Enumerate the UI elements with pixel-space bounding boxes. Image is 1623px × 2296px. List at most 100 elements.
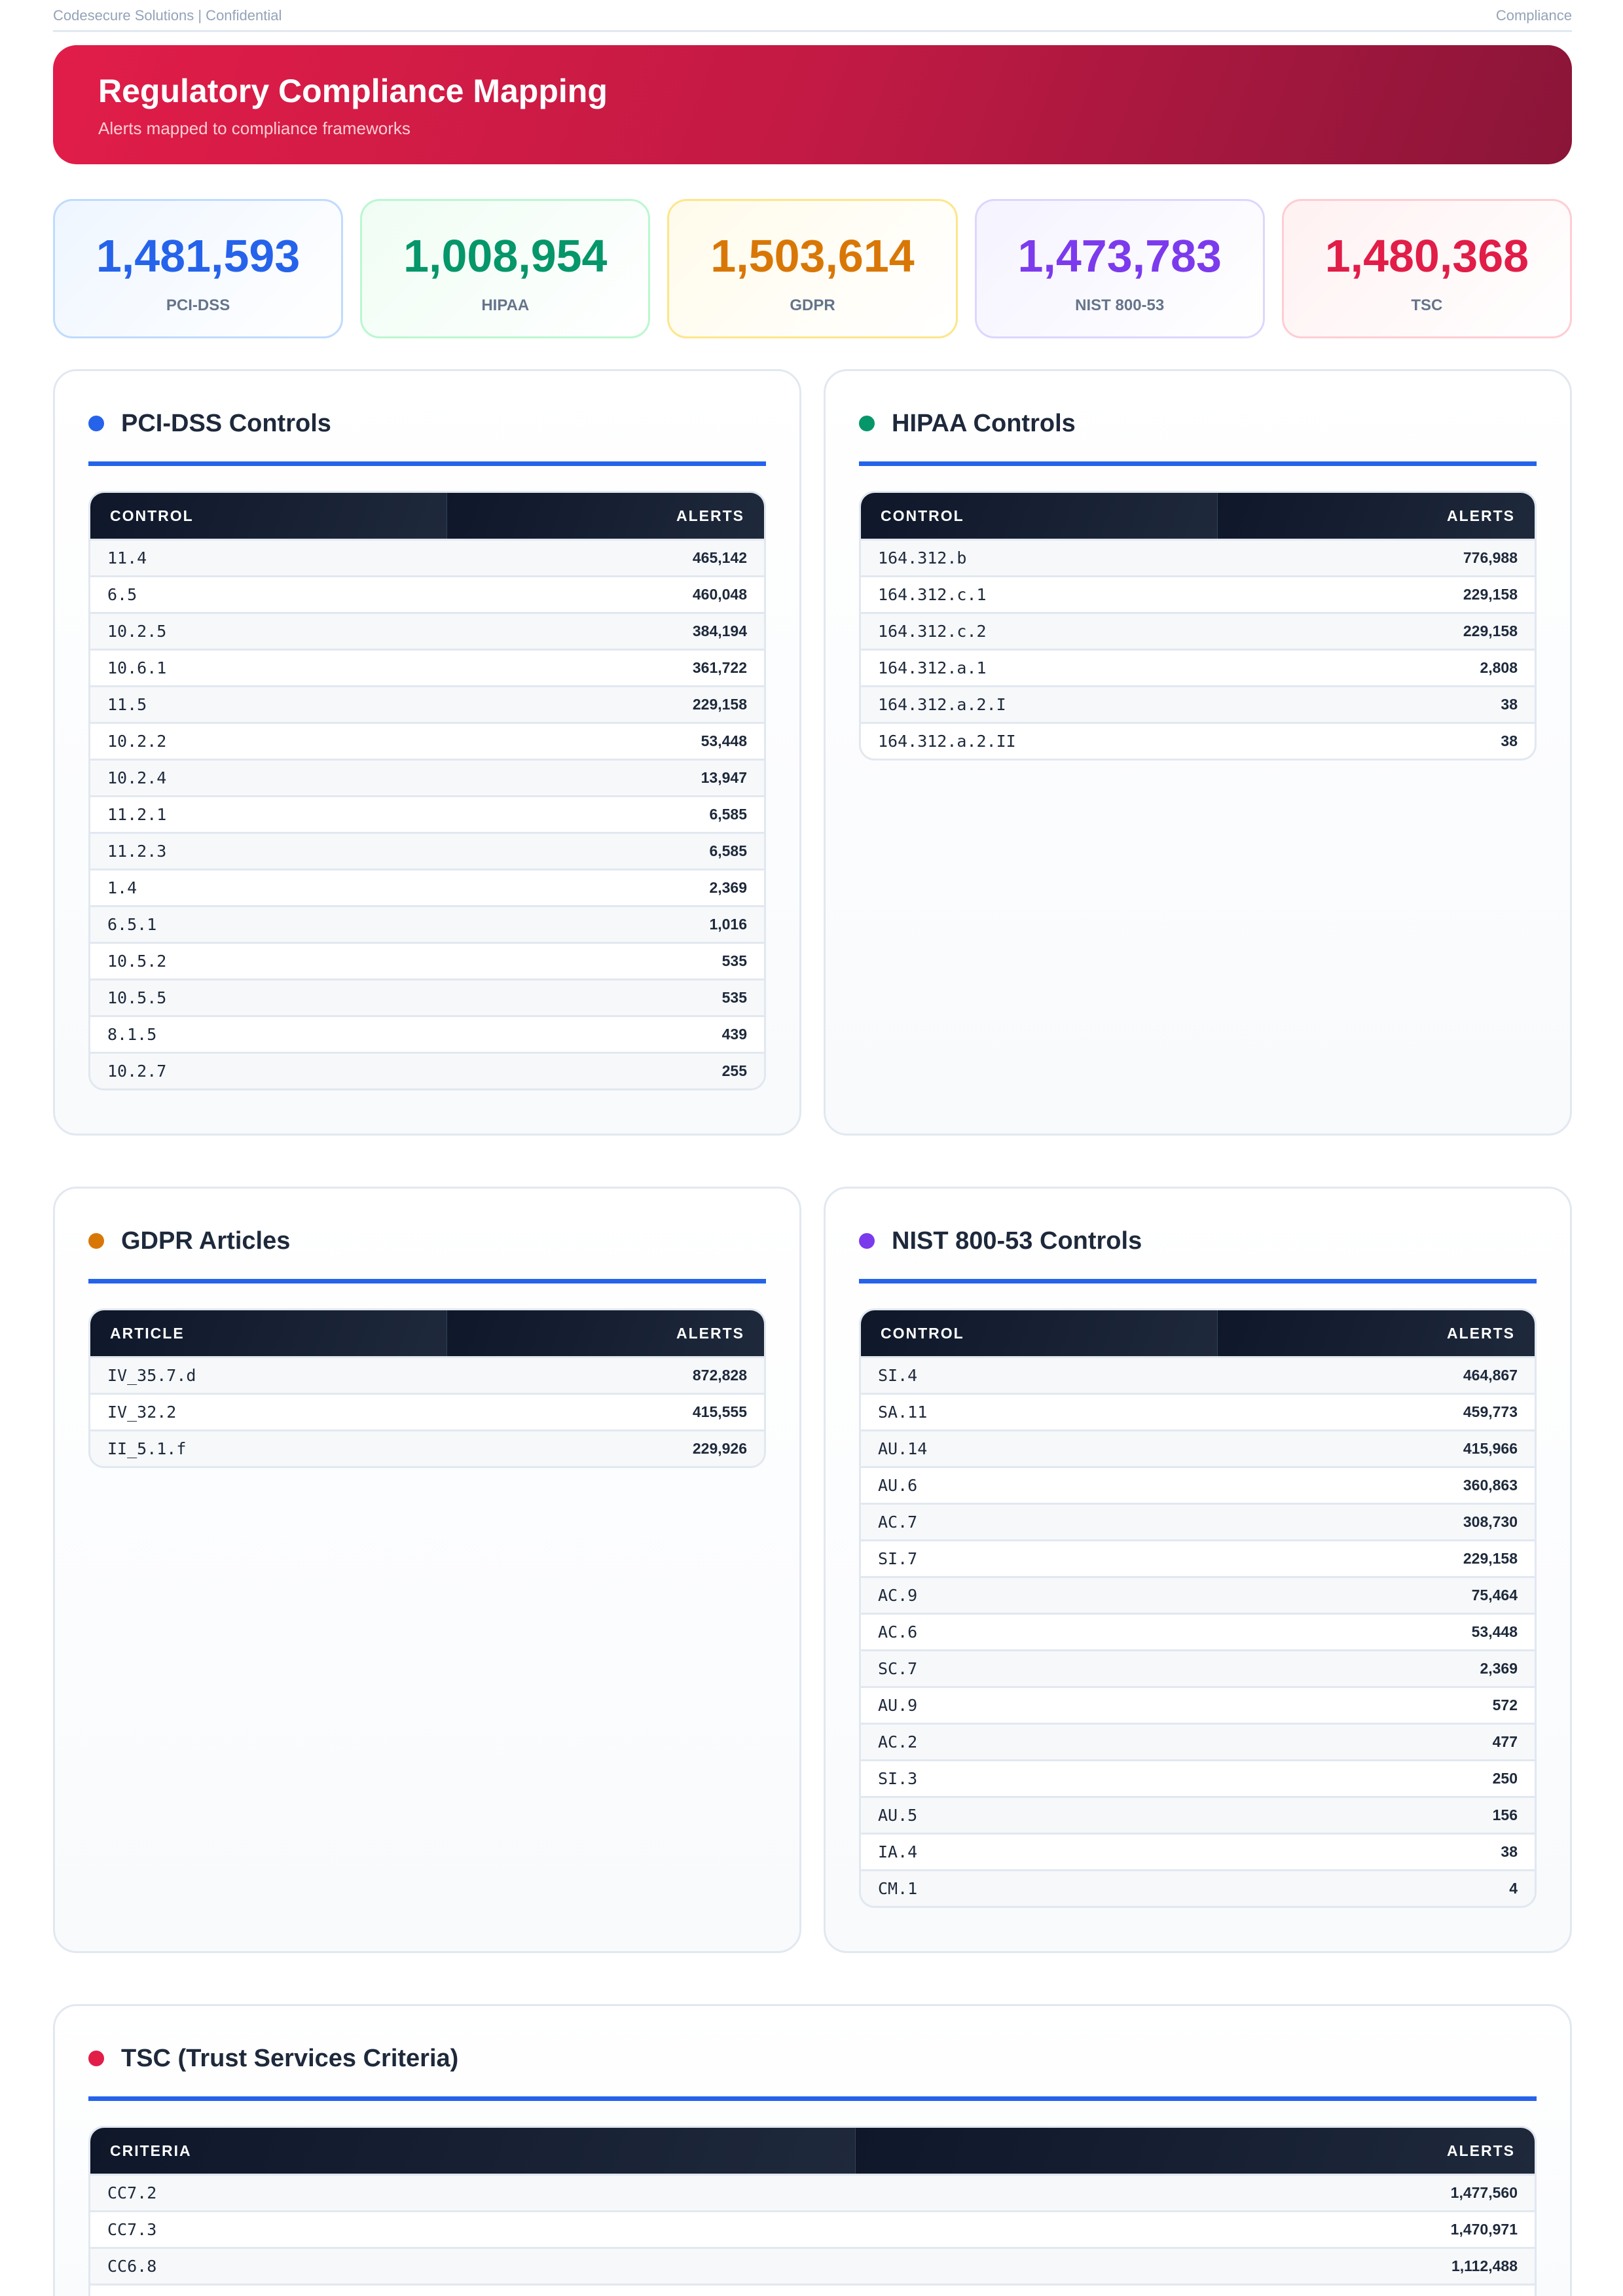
table-row: 8.1.5 439 [90, 1015, 764, 1052]
column-header[interactable]: ARTICLE [90, 1310, 448, 1356]
row-alerts: 415,555 [692, 1403, 747, 1420]
table-row: IV_35.7.d 872,828 [90, 1356, 764, 1393]
row-key: CM.1 [878, 1879, 918, 1898]
row-alerts: 229,926 [692, 1440, 747, 1457]
panel-title-text: GDPR Articles [121, 1227, 291, 1255]
report-page: Regulatory Compliance Mapping Alerts map… [53, 45, 1572, 2296]
data-table: CONTROL ALERTS SI.4 464,867 SA.11 459,773 AU.1… [859, 1308, 1537, 1908]
table-row: SI.4 464,867 [861, 1356, 1535, 1393]
column-header[interactable]: ALERTS [447, 1310, 764, 1356]
stat-value: 1,473,783 [1017, 230, 1222, 281]
row-key: II_5.1.f [107, 1439, 187, 1458]
row-key: AU.14 [878, 1439, 928, 1458]
row-alerts: 535 [721, 989, 747, 1006]
data-table: ARTICLE ALERTS IV_35.7.d 872,828 IV_32.2 415,… [88, 1308, 766, 1468]
stat-value: 1,503,614 [710, 230, 915, 281]
table-row: AC.2 477 [861, 1723, 1535, 1759]
row-key: 6.5.1 [107, 915, 157, 934]
table-row: 1.4 2,369 [90, 869, 764, 905]
stat-label: NIST 800-53 [1075, 296, 1165, 314]
row-key: 8.1.5 [107, 1025, 157, 1044]
panel-title-text: NIST 800-53 Controls [892, 1227, 1142, 1255]
table-row: AC.7 308,730 [861, 1503, 1535, 1539]
table-row: IV_32.2 415,555 [90, 1393, 764, 1429]
row-alerts: 1,112,488 [1451, 2257, 1518, 2274]
row-key: IA.4 [878, 1842, 918, 1861]
stat-cards: 1,481,593 PCI-DSS 1,008,954 HIPAA 1,503,614 G… [53, 199, 1572, 338]
row-alerts: 360,863 [1463, 1477, 1518, 1494]
panel-title-text: HIPAA Controls [892, 409, 1076, 437]
table-row: CM.1 4 [861, 1869, 1535, 1906]
row-key: SI.3 [878, 1769, 918, 1788]
stat-label: HIPAA [481, 296, 530, 314]
row-key: 11.5 [107, 695, 147, 714]
row-alerts: 2,369 [1480, 1660, 1518, 1677]
row-alerts: 439 [721, 1026, 747, 1043]
row-alerts: 6,585 [709, 842, 747, 859]
row-alerts: 229,158 [1463, 622, 1518, 639]
row-alerts: 75,464 [1471, 1587, 1518, 1604]
panel-gdpr: GDPR Articles ARTICLE ALERTS IV_35.7.d 872,8… [53, 1187, 801, 1953]
row-alerts: 872,828 [692, 1367, 747, 1384]
panel-title: PCI-DSS Controls [88, 407, 766, 440]
column-header[interactable]: ALERTS [1218, 1310, 1535, 1356]
row-alerts: 384,194 [692, 622, 747, 639]
row-key: 1.4 [107, 878, 137, 897]
row-key: 11.2.3 [107, 842, 167, 861]
column-header[interactable]: CONTROL [90, 493, 448, 539]
row-alerts: 459,773 [1463, 1403, 1518, 1420]
row-alerts: 464,867 [1463, 1367, 1518, 1384]
row-key: 11.2.1 [107, 805, 167, 824]
table-row: 11.2.1 6,585 [90, 795, 764, 832]
row-alerts: 13,947 [701, 769, 747, 786]
panel-tsc: TSC (Trust Services Criteria) CRITERIA ALE… [53, 2004, 1572, 2296]
row-alerts: 53,448 [701, 732, 747, 749]
row-key: 10.2.5 [107, 622, 167, 641]
row-key: SA.11 [878, 1403, 928, 1422]
stat-label: PCI-DSS [166, 296, 230, 314]
page-title: Regulatory Compliance Mapping [98, 73, 608, 109]
row-alerts: 38 [1501, 1843, 1518, 1860]
row-key: 164.312.c.2 [878, 622, 987, 641]
row-key: CC6.8 [107, 2257, 157, 2276]
report-header: Regulatory Compliance Mapping Alerts map… [53, 45, 1572, 164]
table-header: CONTROL ALERTS [861, 1310, 1535, 1356]
row-key: AU.6 [878, 1476, 918, 1495]
row-key: AC.6 [878, 1623, 918, 1641]
row-key: CC6.1 [107, 2293, 1463, 2296]
row-key: IV_32.2 [107, 1403, 177, 1422]
row-key: CC7.3 [107, 2220, 157, 2239]
table-row: SA.11 459,773 [861, 1393, 1535, 1429]
row-alerts: 2,808 [1480, 659, 1518, 676]
row-key: SI.7 [878, 1549, 918, 1568]
row-key: SI.4 [878, 1366, 918, 1385]
bullet-dot-icon [88, 1233, 104, 1249]
table-row: 10.2.4 13,947 [90, 759, 764, 795]
column-header[interactable]: ALERTS [1218, 493, 1535, 539]
row-alerts: 460,048 [692, 586, 747, 603]
panel-title: TSC (Trust Services Criteria) [88, 2042, 1537, 2075]
table-row: 164.312.a.1 2,808 [861, 649, 1535, 685]
stat-card-nist-800-53: 1,473,783 NIST 800-53 [974, 199, 1265, 338]
column-header[interactable]: ALERTS [447, 493, 764, 539]
table-row: II_5.1.f 229,926 [90, 1429, 764, 1466]
column-header[interactable]: ALERTS [856, 2128, 1535, 2174]
stat-card-pci-dss: 1,481,593 PCI-DSS [53, 199, 344, 338]
table-row: 11.2.3 6,585 [90, 832, 764, 869]
stat-label: GDPR [790, 296, 835, 314]
table-row: CC6.8 1,112,488 [90, 2247, 1535, 2284]
table-row: AU.6 360,863 [861, 1466, 1535, 1503]
column-header[interactable]: CRITERIA [90, 2128, 856, 2174]
table-row: 11.5 229,158 [90, 685, 764, 722]
row-alerts: 53,448 [1471, 1623, 1518, 1640]
row-key: 10.5.2 [107, 952, 167, 971]
panel-title-text: TSC (Trust Services Criteria) [121, 2044, 459, 2072]
column-header[interactable]: CONTROL [861, 493, 1218, 539]
row-key: 164.312.a.1 [878, 658, 987, 677]
row-alerts: 6,585 [709, 806, 747, 823]
panel-row: TSC (Trust Services Criteria) CRITERIA ALE… [53, 2004, 1572, 2296]
column-header[interactable]: CONTROL [861, 1310, 1218, 1356]
table-row: IA.4 38 [861, 1833, 1535, 1869]
row-alerts: 308,730 [1463, 1513, 1518, 1530]
panel-title-text: PCI-DSS Controls [121, 409, 331, 437]
